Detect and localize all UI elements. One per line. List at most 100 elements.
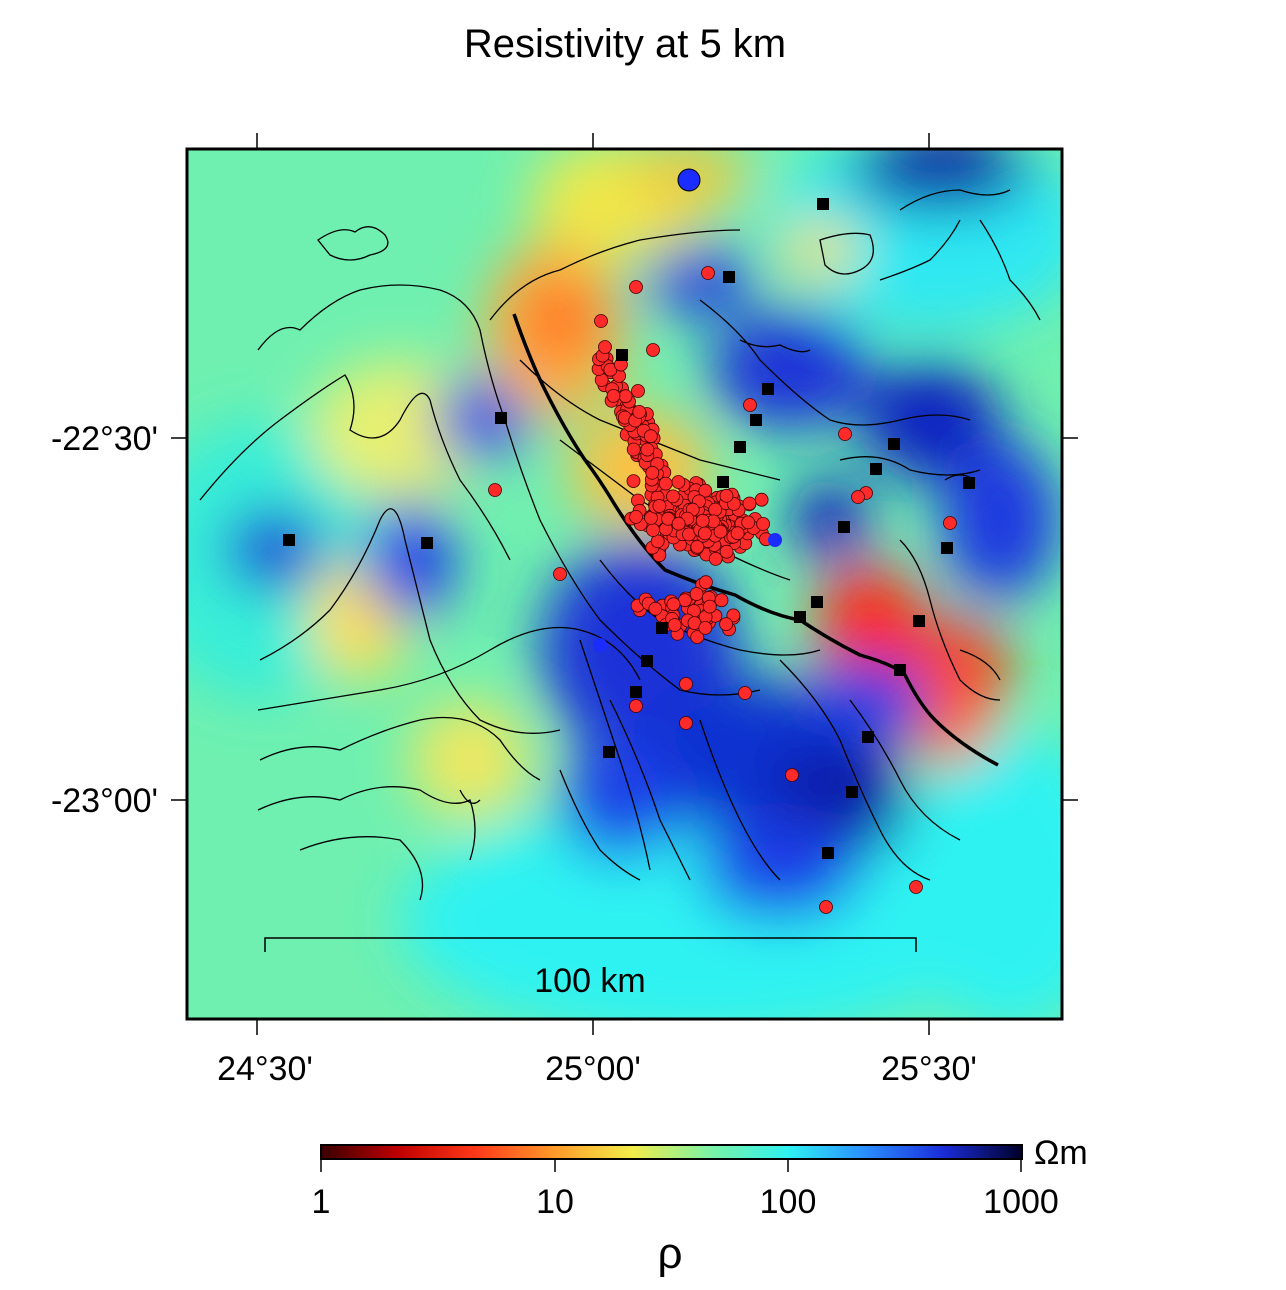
station-marker <box>723 271 735 283</box>
map-title: Resistivity at 5 km <box>463 22 787 66</box>
earthquake-marker <box>756 517 770 531</box>
earthquake-marker <box>629 699 643 713</box>
earthquake-marker <box>698 621 713 635</box>
colorbar-tick: 1 <box>312 1183 331 1221</box>
earthquake-marker <box>730 526 745 541</box>
earthquake-marker <box>643 429 658 444</box>
earthquake-marker <box>690 630 705 644</box>
earthquake-marker <box>594 314 608 328</box>
earthquake-marker <box>819 900 833 914</box>
earthquake-marker <box>719 488 734 503</box>
earthquake-marker <box>741 515 756 530</box>
colorbar-tick: 10 <box>536 1183 574 1221</box>
earthquake-marker <box>652 499 667 513</box>
earthquake-marker <box>754 492 769 507</box>
axis-ticks <box>171 133 1078 1035</box>
earthquake-marker <box>785 768 799 782</box>
earthquake-marker <box>719 617 733 631</box>
earthquake-marker <box>690 539 705 554</box>
earthquake-marker <box>689 587 704 601</box>
earthquake-marker <box>632 404 647 419</box>
earthquake-marker <box>626 474 641 489</box>
earthquake-marker <box>671 475 686 489</box>
earthquake-marker <box>645 465 660 480</box>
y-tick-label: -23°00' <box>51 782 158 820</box>
earthquake-marker <box>719 544 734 559</box>
y-tick-label: -22°30' <box>51 420 158 458</box>
station-marker <box>963 477 975 489</box>
earthquake-marker <box>640 442 655 457</box>
station-marker <box>913 615 925 627</box>
earthquake-marker <box>743 398 757 412</box>
earthquake-marker <box>646 343 660 357</box>
colorbar-unit: Ωm <box>1034 1134 1088 1172</box>
earthquake-marker <box>679 716 693 730</box>
station-marker <box>283 534 295 546</box>
colorbar-tick: 100 <box>760 1183 817 1221</box>
earthquake-marker <box>713 524 728 539</box>
special-event-marker <box>593 638 607 652</box>
earthquake-marker <box>698 483 713 498</box>
station-marker <box>656 622 668 634</box>
station-marker <box>616 349 628 361</box>
earthquake-marker <box>838 427 852 441</box>
earthquake-marker <box>701 266 715 280</box>
earthquake-marker <box>667 618 682 632</box>
station-marker <box>817 198 829 210</box>
station-marker <box>888 438 900 450</box>
station-marker <box>495 412 507 424</box>
earthquake-marker <box>738 686 752 700</box>
station-marker <box>894 664 906 676</box>
resistivity-field <box>187 149 1062 1019</box>
earthquake-marker <box>909 880 923 894</box>
earthquake-marker <box>698 526 712 541</box>
special-event-marker <box>768 533 782 547</box>
scale-bar: 100 km <box>264 937 917 1000</box>
earthquake-marker <box>708 552 723 566</box>
earthquake-marker <box>851 490 865 504</box>
station-marker <box>603 746 615 758</box>
station-marker <box>750 414 762 426</box>
earthquake-marker <box>666 489 680 504</box>
earthquake-marker <box>553 567 567 581</box>
x-tick-label: 25°30' <box>881 1050 977 1088</box>
earthquake-marker <box>943 516 957 530</box>
station-marker <box>822 847 834 859</box>
earthquake-marker <box>598 340 612 354</box>
station-marker <box>941 542 953 554</box>
colorbar-tick: 1000 <box>983 1183 1059 1221</box>
earthquake-marker <box>618 389 633 404</box>
earthquake-marker <box>629 510 643 524</box>
special-event-marker <box>677 168 701 192</box>
station-marker <box>870 463 882 475</box>
colorbar-symbol: ρ <box>657 1229 682 1278</box>
earthquake-marker <box>714 593 729 608</box>
colorbar: 1 10 100 1000 Ωm ρ <box>312 1134 1088 1278</box>
station-layer <box>283 198 975 859</box>
earthquake-marker <box>629 280 643 294</box>
fault-line <box>512 313 999 767</box>
earthquake-marker <box>708 502 723 517</box>
earthquake-marker <box>671 516 686 531</box>
earthquake-layer <box>488 266 957 914</box>
station-marker <box>838 521 850 533</box>
station-marker <box>734 441 746 453</box>
colorbar-bar <box>320 1144 1023 1160</box>
earthquake-marker <box>702 599 717 614</box>
station-marker <box>762 383 774 395</box>
station-marker <box>862 731 874 743</box>
map-frame <box>185 147 1064 1021</box>
earthquake-marker <box>658 476 673 491</box>
earthquake-marker <box>695 513 710 528</box>
station-marker <box>794 611 806 623</box>
earthquake-marker <box>648 601 663 616</box>
station-marker <box>846 786 858 798</box>
station-marker <box>421 537 433 549</box>
earthquake-marker <box>742 496 757 511</box>
earthquake-marker <box>699 575 713 590</box>
earthquake-marker <box>646 523 660 537</box>
station-marker <box>641 655 653 667</box>
station-marker <box>717 476 729 488</box>
earthquake-marker <box>626 442 641 457</box>
earthquake-marker <box>488 483 502 497</box>
